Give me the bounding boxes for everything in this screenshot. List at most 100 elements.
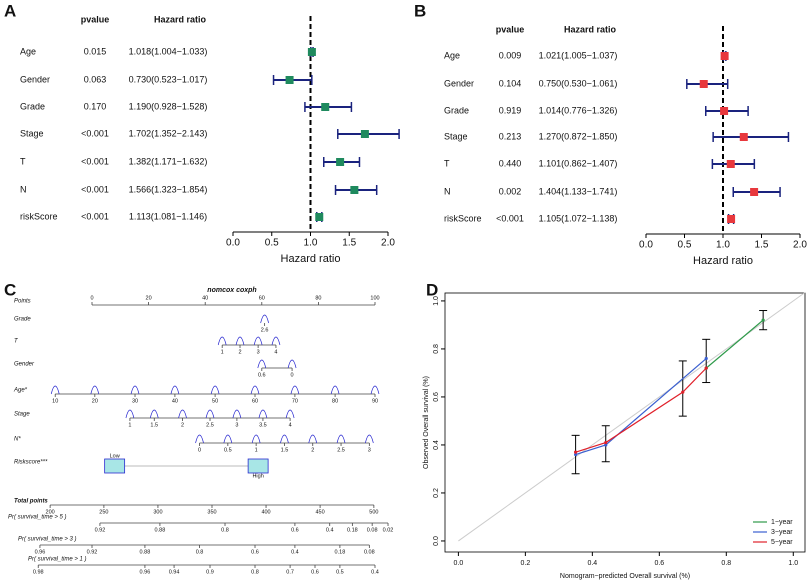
row-name: Total points bbox=[14, 499, 48, 505]
density-bump bbox=[257, 359, 267, 369]
density-bump bbox=[232, 409, 242, 419]
row-name: Age* bbox=[13, 388, 28, 394]
hr-label: 0.750(0.530−1.061) bbox=[539, 78, 618, 88]
tick-label: 500 bbox=[369, 509, 378, 515]
tick-label: 0.96 bbox=[140, 569, 151, 575]
hr-point bbox=[720, 52, 729, 60]
density-bump bbox=[271, 336, 281, 346]
row-name: Points bbox=[14, 299, 31, 305]
density-bump bbox=[330, 385, 340, 395]
density-bump bbox=[170, 385, 180, 395]
tick-label: 250 bbox=[99, 509, 108, 515]
tick-label: 2 bbox=[181, 422, 184, 428]
tick-label: 40 bbox=[172, 398, 178, 404]
tick-label: 0.6 bbox=[258, 372, 266, 378]
p-value: <0.001 bbox=[496, 213, 524, 223]
tick-label: 0 bbox=[291, 372, 294, 378]
x-axis-label: Hazard ratio bbox=[693, 255, 753, 267]
density-bump bbox=[90, 385, 100, 395]
tick-label: 0 bbox=[198, 447, 201, 453]
tick-label: 2.5 bbox=[206, 422, 214, 428]
tick-label: 20 bbox=[92, 398, 98, 404]
tick-label: 0.6 bbox=[311, 569, 319, 575]
density-bump bbox=[336, 434, 346, 444]
calibration-point bbox=[574, 450, 578, 454]
tick-label: Low bbox=[110, 453, 120, 459]
p-value: 0.104 bbox=[499, 78, 522, 88]
hr-point bbox=[336, 158, 345, 166]
density-bump bbox=[223, 434, 233, 444]
row-name: Gender bbox=[444, 78, 474, 88]
tick-label: 100 bbox=[370, 295, 379, 301]
row-name: Gender bbox=[20, 74, 50, 84]
tick-label: 3 bbox=[235, 422, 238, 428]
tick-label: 0.9 bbox=[206, 569, 214, 575]
calibration-line bbox=[575, 358, 707, 456]
x-tick-label: 2.0 bbox=[793, 240, 807, 251]
risk-box bbox=[104, 458, 126, 474]
panel-label: B bbox=[414, 1, 426, 20]
hr-point bbox=[726, 160, 735, 168]
p-value: <0.001 bbox=[81, 128, 109, 138]
x-tick-label: 1.0 bbox=[304, 238, 318, 249]
tick-label: 350 bbox=[207, 509, 216, 515]
hr-label: 0.730(0.523−1.017) bbox=[129, 74, 208, 84]
row-name: Pr( survival_time > 1 ) bbox=[28, 557, 87, 563]
x-tick-label: 0.6 bbox=[654, 560, 664, 567]
tick-label: 10 bbox=[52, 398, 58, 404]
hr-point bbox=[360, 130, 369, 138]
hr-point bbox=[307, 48, 316, 56]
p-value: 0.213 bbox=[499, 131, 522, 141]
tick-label: 3 bbox=[368, 447, 371, 453]
panel-label: A bbox=[4, 1, 16, 20]
tick-label: 0.8 bbox=[221, 527, 229, 533]
x-tick-label: 0.4 bbox=[587, 560, 597, 567]
p-value: <0.001 bbox=[81, 211, 109, 221]
x-tick-label: 1.0 bbox=[788, 560, 798, 567]
p-value: <0.001 bbox=[81, 184, 109, 194]
x-tick-label: 0.0 bbox=[226, 238, 240, 249]
tick-label: 4 bbox=[274, 349, 277, 355]
density-bump bbox=[258, 409, 268, 419]
density-bump bbox=[178, 409, 187, 419]
hr-point bbox=[321, 103, 330, 111]
tick-label: 0.98 bbox=[33, 569, 44, 575]
calibration-point bbox=[574, 452, 578, 457]
tick-label: 0.6 bbox=[251, 549, 259, 555]
hr-label: 1.566(1.323−1.854) bbox=[129, 184, 208, 194]
tick-label: 0.4 bbox=[291, 549, 299, 555]
column-header: Hazard ratio bbox=[154, 14, 207, 24]
x-tick-label: 0.0 bbox=[639, 240, 653, 251]
density-bump bbox=[308, 434, 318, 444]
tick-label: 400 bbox=[261, 509, 270, 515]
tick-label: 0.88 bbox=[155, 527, 166, 533]
tick-label: 90 bbox=[372, 398, 378, 404]
p-value: 0.063 bbox=[84, 74, 107, 84]
row-name: Grade bbox=[20, 101, 45, 111]
tick-label: 0.5 bbox=[224, 447, 232, 453]
risk-box bbox=[247, 458, 269, 474]
x-tick-label: 1.5 bbox=[755, 240, 769, 251]
tick-label: 40 bbox=[202, 295, 208, 301]
panel-label: D bbox=[426, 280, 438, 299]
tick-label: 0.18 bbox=[335, 549, 346, 555]
x-tick-label: 2.0 bbox=[381, 238, 395, 249]
density-bump bbox=[260, 314, 269, 324]
density-bump bbox=[280, 434, 289, 444]
row-name: N bbox=[20, 184, 27, 194]
density-bump bbox=[235, 336, 245, 346]
calibration-point bbox=[761, 318, 765, 322]
hr-label: 1.113(1.081−1.146) bbox=[129, 211, 207, 221]
tick-label: 0.8 bbox=[251, 569, 259, 575]
y-axis-label: Observed Overall survival (%) bbox=[423, 376, 430, 469]
tick-label: 80 bbox=[315, 295, 321, 301]
p-value: 0.919 bbox=[499, 105, 522, 115]
row-name: T bbox=[20, 156, 26, 166]
row-name: Age bbox=[20, 46, 36, 56]
tick-label: 0.8 bbox=[196, 549, 204, 555]
tick-label: 0.96 bbox=[35, 549, 46, 555]
panel-label: C bbox=[4, 280, 16, 299]
tick-label: 1 bbox=[255, 447, 258, 453]
y-tick-label: 0.0 bbox=[433, 536, 440, 546]
hr-label: 1.021(1.005−1.037) bbox=[539, 50, 618, 60]
